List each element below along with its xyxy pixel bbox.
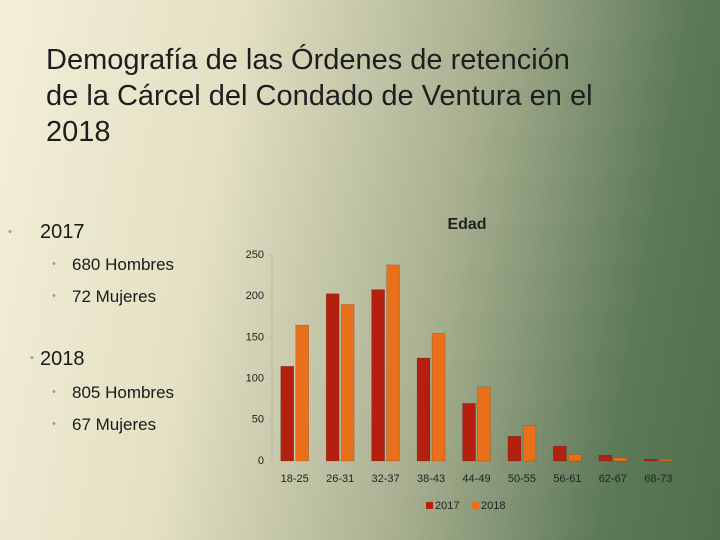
bar [568, 454, 582, 462]
x-tick-label: 50-55 [508, 473, 536, 485]
bullet-marker: • [52, 418, 56, 430]
bar [659, 459, 673, 462]
bullet-marker: • [52, 258, 56, 270]
y-tick-label: 50 [252, 414, 264, 426]
sub-bullet: 805 Hombres [72, 383, 175, 402]
bar [325, 293, 340, 462]
bar [386, 264, 400, 462]
bullet: 2017 [40, 221, 85, 243]
bullet-marker: • [8, 226, 12, 238]
bar [462, 403, 476, 462]
bar [613, 457, 628, 462]
legend-swatch [472, 502, 479, 509]
x-tick-label: 56-61 [553, 473, 581, 485]
bar [598, 454, 613, 462]
bar [371, 289, 385, 462]
x-tick-label: 44-49 [462, 473, 490, 485]
bar [507, 436, 522, 462]
bar [431, 333, 446, 462]
y-tick-label: 200 [246, 290, 264, 302]
y-tick-label: 250 [246, 249, 264, 261]
legend-label: 2017 [435, 500, 459, 512]
x-tick-label: 26-31 [326, 473, 354, 485]
bullet-marker: • [52, 290, 56, 302]
bar [644, 459, 658, 462]
x-tick-label: 32-37 [372, 473, 400, 485]
bar [416, 357, 431, 462]
sub-bullet: 680 Hombres [72, 255, 175, 274]
chart-title: Edad [447, 216, 486, 233]
bullet-marker: • [30, 352, 34, 364]
sub-bullet: 67 Mujeres [72, 415, 157, 434]
bar [522, 425, 537, 462]
x-tick-label: 38-43 [417, 473, 445, 485]
x-tick-label: 68-73 [644, 473, 672, 485]
bullet-marker: • [52, 386, 56, 398]
y-tick-label: 100 [246, 373, 264, 385]
slide-title: Demografía de las Órdenes de retención d… [46, 44, 593, 148]
x-tick-label: 62-67 [599, 473, 627, 485]
sub-bullet: 72 Mujeres [72, 287, 157, 306]
y-tick-label: 150 [246, 331, 264, 343]
x-tick-label: 18-25 [281, 473, 309, 485]
bullet: 2018 [40, 348, 85, 370]
legend-label: 2018 [481, 500, 505, 512]
bar [477, 386, 491, 462]
y-tick-label: 0 [258, 455, 264, 467]
bar [295, 324, 309, 462]
bar [340, 304, 355, 462]
legend-swatch [426, 502, 433, 509]
bar [280, 365, 294, 462]
bar [553, 445, 567, 462]
